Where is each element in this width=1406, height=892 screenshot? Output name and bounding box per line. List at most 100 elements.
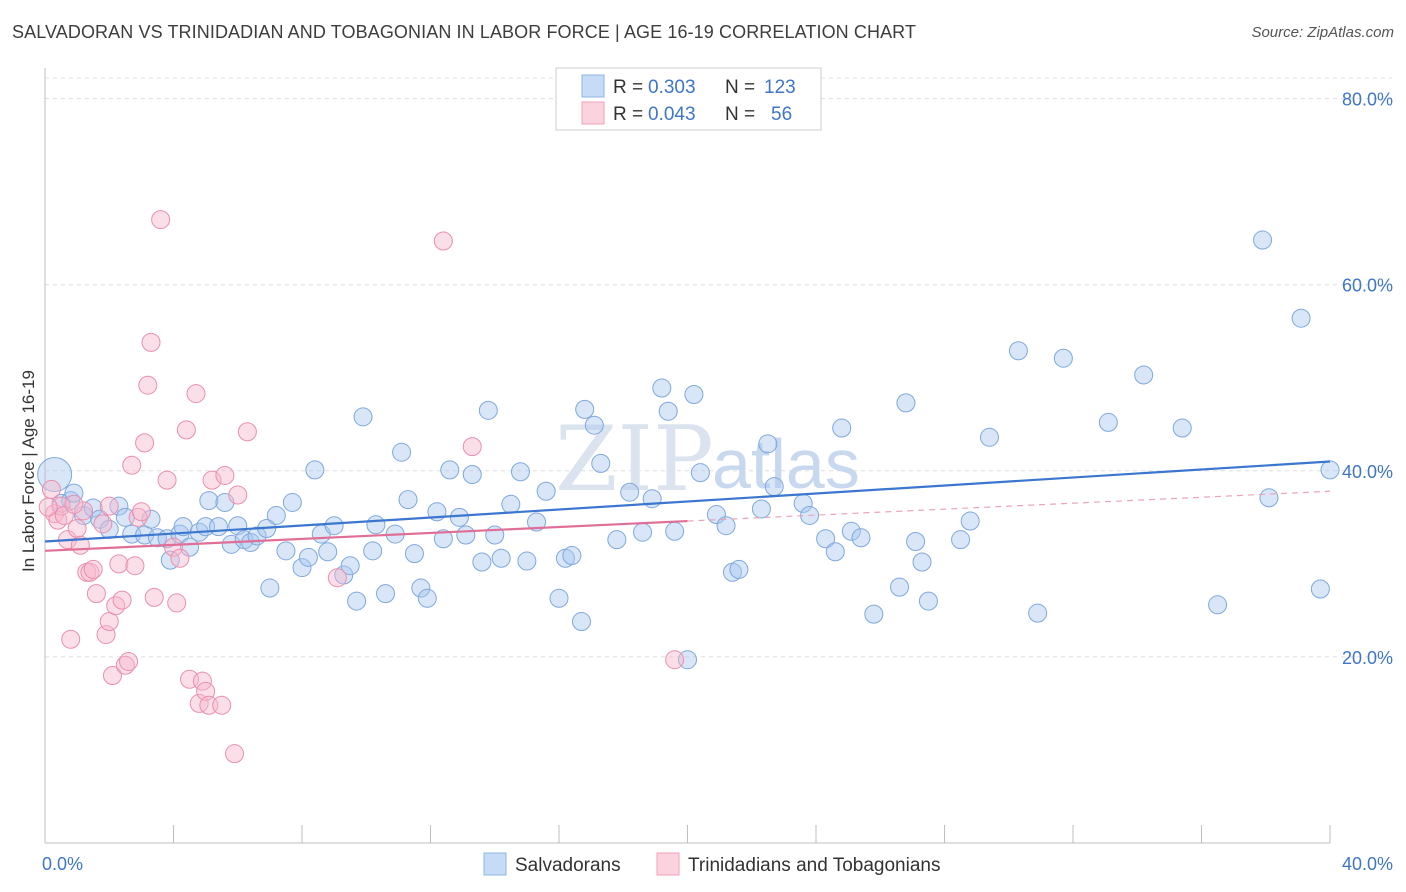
trinidadian-point	[170, 548, 190, 568]
watermark: ZIP atlas	[555, 407, 860, 512]
trinidadians-trend-extension	[687, 490, 1331, 522]
salvadoran-point	[571, 612, 591, 632]
y-tick-label: 60.0%	[1342, 276, 1393, 296]
salvadoran-point	[816, 529, 836, 549]
trinidadian-point	[665, 650, 685, 670]
trinidadian-point	[99, 496, 119, 516]
salvadoran-point	[607, 530, 627, 550]
x-tick-label: 0.0%	[42, 854, 83, 874]
salvadoran-point	[472, 552, 492, 572]
source-credit: Source: ZipAtlas.com	[1251, 24, 1394, 41]
salvadoran-point	[433, 529, 453, 549]
salvadoran-point	[411, 578, 431, 598]
bottom-legend-label-trinidadians: Trinidadians and Tobagonians	[688, 855, 940, 876]
salvadoran-point	[260, 578, 280, 598]
salvadoran-point	[912, 552, 932, 572]
legend-n-value-1: 123	[764, 77, 796, 98]
salvadoran-point	[510, 462, 530, 482]
trinidadian-point	[112, 590, 132, 610]
trinidadian-point	[237, 422, 257, 442]
trinidadian-point	[99, 612, 119, 632]
bottom-legend-swatch-trinidadians	[656, 852, 680, 876]
trinidadian-point	[109, 554, 129, 574]
salvadoran-point	[324, 516, 344, 536]
trinidadian-point	[327, 568, 347, 588]
salvadoran-point	[832, 418, 852, 438]
salvadoran-point	[376, 584, 396, 604]
watermark-atlas: atlas	[712, 425, 860, 503]
salvadoran-point	[1028, 603, 1048, 623]
salvadoran-point	[462, 465, 482, 485]
salvadoran-point	[199, 491, 219, 511]
salvadoran-point	[620, 482, 640, 502]
salvadoran-point	[633, 522, 653, 542]
trinidadian-point	[61, 629, 81, 649]
trinidadian-point	[433, 231, 453, 251]
trinidadian-point	[67, 518, 87, 538]
salvadoran-point	[562, 545, 582, 565]
trinidadian-point	[80, 562, 100, 582]
salvadoran-point	[180, 537, 200, 557]
legend-swatch-salvadorans	[581, 74, 605, 98]
salvadorans-points	[37, 230, 1340, 670]
salvadoran-point	[298, 547, 318, 567]
bottom-legend: Salvadorans Trinidadians and Tobagonians	[483, 852, 940, 876]
salvadoran-point	[398, 490, 418, 510]
salvadoran-point	[890, 577, 910, 597]
salvadoran-point	[584, 415, 604, 435]
salvadoran-point	[208, 517, 228, 537]
trinidadian-point	[138, 375, 158, 395]
trinidadian-point	[141, 332, 161, 352]
salvadoran-point	[417, 588, 437, 608]
salvadoran-point	[276, 541, 296, 561]
trinidadian-point	[189, 693, 209, 713]
salvadoran-point	[960, 511, 980, 531]
salvadoran-point	[652, 378, 672, 398]
salvadoran-point	[764, 477, 784, 497]
trinidadians-trend-line	[44, 519, 688, 552]
salvadoran-point	[109, 496, 129, 516]
salvadoran-point	[491, 548, 511, 568]
salvadoran-point	[392, 442, 412, 462]
salvadoran-point	[305, 460, 325, 480]
trinidadian-point	[151, 210, 171, 230]
trinidadians-points	[38, 210, 685, 764]
salvadoran-point	[363, 541, 383, 561]
trinidadian-point	[128, 507, 148, 527]
trinidadian-point	[119, 652, 139, 672]
salvadoran-point	[1172, 418, 1192, 438]
salvadoran-point	[851, 528, 871, 548]
trinidadian-point	[228, 485, 248, 505]
grid-lines	[45, 77, 1392, 658]
y-tick-labels: 20.0% 40.0% 60.0% 80.0%	[1342, 90, 1393, 668]
salvadoran-point	[292, 558, 312, 578]
salvadoran-point	[951, 530, 971, 550]
salvadoran-point	[37, 457, 73, 493]
trinidadian-point	[38, 497, 58, 517]
trinidadian-point	[215, 465, 235, 485]
salvadoran-point	[896, 393, 916, 413]
salvadoran-point	[591, 453, 611, 473]
trinidadian-point	[212, 695, 232, 715]
bottom-legend-swatch-salvadorans	[483, 852, 507, 876]
salvadoran-point	[501, 494, 521, 514]
salvadoran-point	[456, 525, 476, 545]
salvadoran-point	[549, 588, 569, 608]
trinidadian-point	[64, 494, 84, 514]
trinidadian-point	[93, 514, 113, 534]
salvadoran-point	[1208, 595, 1228, 615]
trinidadian-point	[157, 470, 177, 490]
salvadoran-point	[575, 399, 595, 419]
trinidadian-point	[192, 671, 212, 691]
salvadoran-point	[404, 544, 424, 564]
salvadoran-point	[221, 534, 241, 554]
trend-lines	[44, 460, 1331, 552]
salvadoran-point	[906, 532, 926, 552]
chart-title: SALVADORAN VS TRINIDADIAN AND TOBAGONIAN…	[12, 22, 917, 42]
trinidadian-point	[164, 537, 183, 557]
salvadoran-point	[353, 407, 373, 427]
trinidadian-point	[462, 437, 482, 457]
salvadoran-point	[716, 516, 736, 536]
axes	[44, 68, 1331, 844]
